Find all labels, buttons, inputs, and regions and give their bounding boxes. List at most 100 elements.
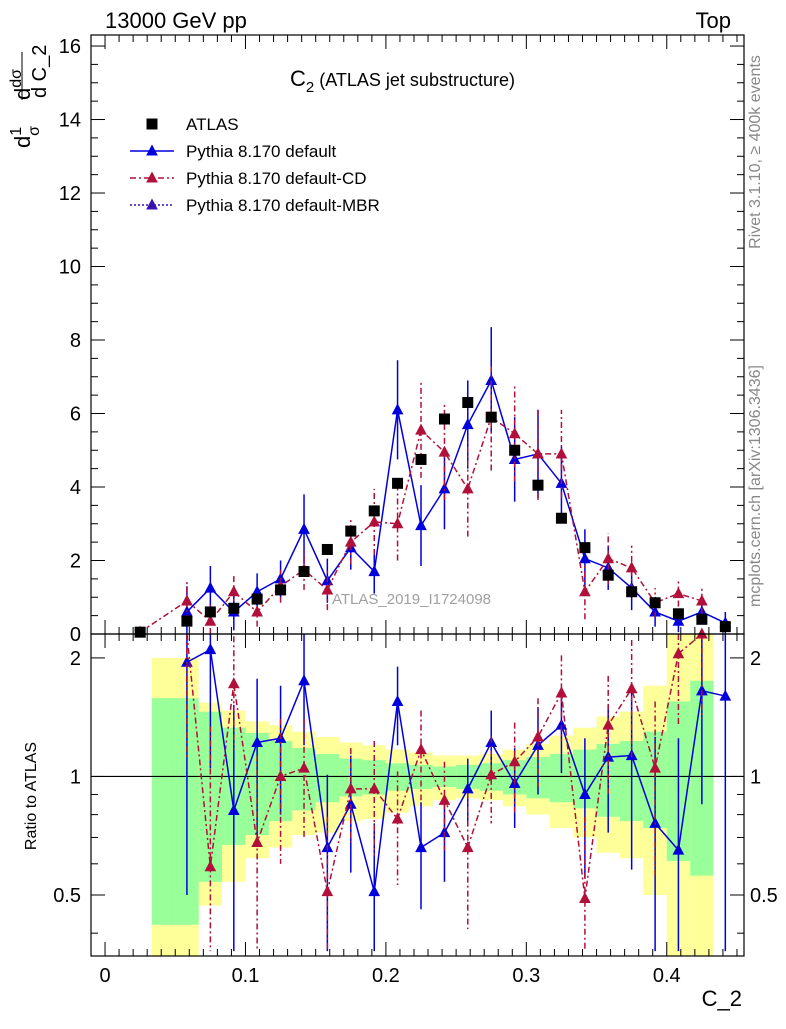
y-tick-label-main: 6 — [70, 404, 81, 426]
pythia-default-point — [298, 522, 310, 534]
pythia-default-ratio-point — [438, 826, 451, 838]
pythia-default-cd-ratio-point — [579, 891, 591, 904]
pythia-default-cd-ratio-point — [485, 768, 498, 780]
pythia-default-cd-ratio-point — [227, 677, 240, 689]
pythia-default-point — [485, 373, 498, 385]
y-tick-label-main: 14 — [59, 110, 81, 132]
pythia-default-cd-ratio-point — [368, 782, 381, 794]
x-tick-label: 0.1 — [232, 965, 260, 987]
pythia-default-ratio-point — [298, 674, 310, 686]
atlas-data-point — [298, 566, 310, 578]
pythia-default-cd-point — [181, 594, 193, 606]
y-tick-label-main: 16 — [59, 36, 81, 58]
y-tick-label-main: 8 — [70, 330, 81, 352]
pythia-default-ratio-point — [696, 684, 708, 696]
atlas-data-point — [462, 396, 474, 408]
atlas-data-point — [438, 413, 450, 425]
atlas-data-point — [509, 444, 521, 456]
x-tick-label: 0.4 — [653, 965, 681, 987]
y-tick-label-ratio: 0.5 — [53, 885, 81, 907]
chart-title-rest: (ATLAS jet substructure) — [314, 70, 515, 90]
mcplots-label: mcplots.cern.ch [arXiv:1306.3436] — [747, 365, 764, 607]
legend: ATLAS Pythia 8.170 default Pythia 8.170 de… — [130, 115, 380, 215]
pythia-default-point — [368, 565, 381, 577]
y-tick-label-main: 12 — [59, 183, 81, 205]
pythia-default-cd-point — [251, 605, 263, 617]
pythia-default-ratio-point — [719, 689, 732, 701]
pythia-default-cd-point — [579, 585, 591, 597]
chart-title-sub: 2 — [306, 79, 314, 96]
y-tick-label-ratio-right: 0.5 — [750, 885, 778, 907]
atlas-data-point — [602, 569, 614, 581]
legend-label-pythia-default-cd: Pythia 8.170 default-CD — [186, 169, 367, 188]
legend-marker-atlas — [146, 118, 158, 130]
pythia-default-ratio-point — [227, 803, 240, 815]
pythia-default-line — [186, 378, 726, 624]
legend-marker-pythia-default-cd — [146, 171, 158, 183]
pythia-default-cd-point — [555, 447, 568, 459]
header-process-label: Top — [696, 8, 731, 33]
atlas-data-point — [392, 477, 404, 489]
pythia-default-cd-ratio-point — [508, 755, 521, 767]
pythia-default-cd-point — [508, 427, 521, 439]
y-axis-title-denominator: d C_2 — [29, 45, 51, 98]
legend-marker-pythia-default — [146, 144, 158, 156]
atlas-data-point — [672, 608, 684, 620]
ratio-band-inner — [362, 760, 386, 795]
pythia-default-cd-ratio-point — [415, 743, 427, 755]
pythia-default-cd-point — [344, 535, 357, 547]
x-axis-title: C_2 — [702, 986, 742, 1011]
pythia-default-cd-ratio-point — [555, 686, 568, 698]
pythia-default-ratio-point — [649, 816, 661, 828]
legend-label-atlas: ATLAS — [186, 115, 239, 134]
pythia-default-point — [204, 581, 217, 593]
pythia-default-cd-ratio-point — [298, 761, 310, 773]
legend-label-pythia-default: Pythia 8.170 default — [186, 142, 337, 161]
pythia-default-point — [579, 552, 591, 564]
pythia-default-ratio-point — [204, 643, 217, 655]
atlas-data-point — [368, 505, 380, 517]
pythia-default-cd-ratio-point — [461, 841, 474, 853]
y-tick-label-ratio: 2 — [70, 648, 81, 670]
pythia-default-ratio-point — [672, 843, 685, 855]
pythia-default-cd-point — [204, 614, 217, 626]
pythia-default-cd-point — [415, 423, 427, 435]
pythia-default-cd-ratio-point — [391, 812, 404, 824]
pythia-default-point — [672, 614, 685, 626]
pythia-default-cd-point — [696, 594, 708, 606]
atlas-data-point — [485, 411, 497, 423]
pythia-default-point — [649, 605, 661, 617]
pythia-default-point — [461, 418, 474, 430]
pythia-default-cd-point — [602, 552, 615, 564]
pythia-default-cd-ratio-point — [672, 647, 685, 659]
atlas-data-point — [134, 626, 146, 638]
pythia-default-point — [251, 585, 263, 597]
atlas-data-point — [555, 512, 567, 524]
atlas-data-point — [228, 602, 240, 614]
pythia-default-cd-ratio-point — [649, 761, 661, 773]
rivet-version-label: Rivet 3.1.10, ≥ 400k events — [747, 55, 764, 249]
ratio-band-inner — [549, 754, 574, 803]
atlas-data-point — [532, 479, 544, 491]
y-tick-label-main: 2 — [70, 551, 81, 573]
pythia-default-cd-ratio-point — [602, 718, 615, 730]
pythia-default-point — [391, 403, 404, 415]
legend-label-pythia-default-mbr: Pythia 8.170 default-MBR — [186, 196, 380, 215]
y-tick-label-ratio-right: 1 — [750, 766, 761, 788]
pythia-default-point — [438, 482, 451, 494]
pythia-default-cd-point — [368, 515, 381, 527]
y-tick-label-main: 0 — [70, 624, 81, 646]
pythia-default-cd-point — [625, 561, 638, 573]
ratio-y-axis-title: Ratio to ATLAS — [23, 742, 40, 850]
atlas-data-point — [415, 453, 427, 465]
pythia-default-ratio-point — [344, 797, 357, 809]
pythia-default-cd-point — [438, 445, 451, 457]
legend-marker-pythia-default-mbr — [146, 198, 158, 210]
y-axis-title-frac-one-over-sigma: d1σ — [8, 126, 43, 148]
atlas-data-point — [321, 543, 333, 555]
pythia-default-cd-point — [391, 517, 404, 529]
pythia-default-ratio-line — [186, 648, 726, 892]
